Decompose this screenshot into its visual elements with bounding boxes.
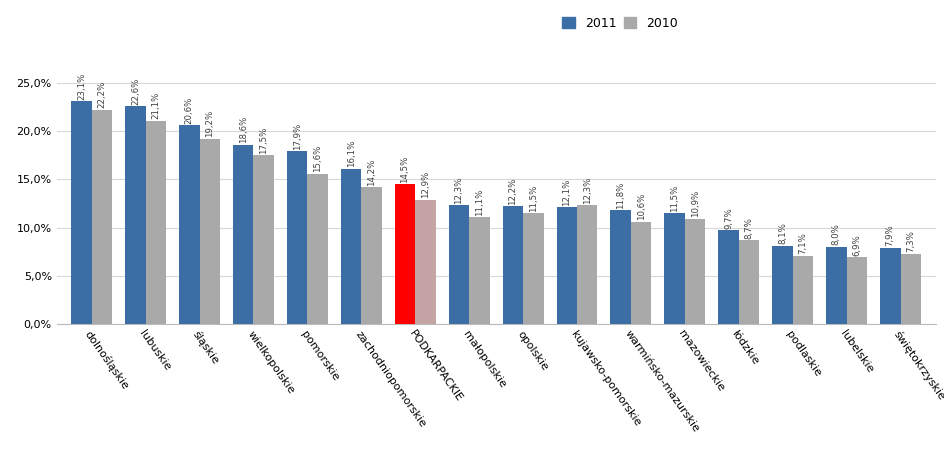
Text: 11,5%: 11,5% (529, 184, 537, 212)
Text: 10,9%: 10,9% (690, 190, 699, 217)
Text: 11,1%: 11,1% (475, 188, 483, 216)
Bar (253, 155, 274, 324)
Bar (341, 169, 361, 324)
Bar (233, 144, 253, 324)
Bar (664, 213, 684, 324)
Text: 17,9%: 17,9% (293, 123, 301, 150)
Text: 19,2%: 19,2% (205, 110, 214, 137)
Text: 17,5%: 17,5% (259, 126, 268, 154)
Text: 6,9%: 6,9% (851, 234, 860, 256)
Text: 22,2%: 22,2% (97, 81, 107, 108)
Bar (846, 257, 867, 324)
Text: 12,1%: 12,1% (562, 179, 571, 206)
Bar (717, 230, 738, 324)
Text: 12,9%: 12,9% (420, 171, 430, 198)
Text: 15,6%: 15,6% (312, 145, 322, 172)
Bar (414, 200, 435, 324)
Text: 12,3%: 12,3% (582, 176, 591, 204)
Bar (125, 106, 145, 324)
Text: 21,1%: 21,1% (151, 92, 160, 119)
Bar (199, 139, 220, 324)
Text: 7,9%: 7,9% (885, 225, 894, 247)
Text: 10,6%: 10,6% (636, 193, 645, 220)
Bar (900, 254, 920, 324)
Text: 22,6%: 22,6% (131, 77, 140, 105)
Bar (468, 217, 489, 324)
Bar (556, 207, 577, 324)
Bar (307, 174, 328, 324)
Legend: 2011, 2010: 2011, 2010 (557, 12, 683, 35)
Text: 8,1%: 8,1% (777, 223, 786, 244)
Text: 8,7%: 8,7% (744, 217, 752, 239)
Bar (287, 151, 307, 324)
Text: 14,5%: 14,5% (400, 155, 409, 183)
Text: 18,6%: 18,6% (239, 116, 247, 143)
Bar (684, 219, 704, 324)
Text: 11,5%: 11,5% (669, 184, 679, 212)
Bar (71, 101, 92, 324)
Text: 20,6%: 20,6% (185, 97, 194, 124)
Bar (792, 256, 812, 324)
Bar (448, 205, 468, 324)
Bar (577, 205, 597, 324)
Bar (879, 248, 900, 324)
Bar (610, 210, 631, 324)
Bar (771, 246, 792, 324)
Bar (145, 121, 166, 324)
Bar (92, 110, 112, 324)
Bar (179, 126, 199, 324)
Bar (361, 187, 381, 324)
Text: 12,2%: 12,2% (508, 178, 516, 205)
Bar (825, 247, 846, 324)
Text: 9,7%: 9,7% (723, 207, 733, 229)
Bar (395, 184, 414, 324)
Text: 7,3%: 7,3% (905, 230, 915, 252)
Bar (738, 240, 758, 324)
Bar (631, 222, 650, 324)
Text: 8,0%: 8,0% (831, 224, 840, 245)
Bar (502, 207, 523, 324)
Bar (523, 213, 543, 324)
Text: 16,1%: 16,1% (346, 140, 355, 167)
Text: 12,3%: 12,3% (454, 176, 463, 204)
Text: 7,1%: 7,1% (798, 232, 806, 254)
Text: 14,2%: 14,2% (366, 158, 376, 185)
Text: 23,1%: 23,1% (76, 72, 86, 100)
Text: 11,8%: 11,8% (615, 181, 625, 209)
